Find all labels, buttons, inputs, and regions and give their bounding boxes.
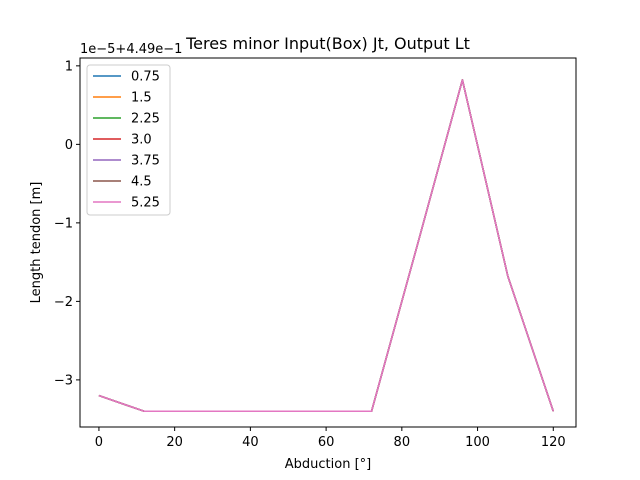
- y-axis: −3 −2 −1 0 1: [54, 59, 80, 388]
- plot-lines: [98, 79, 554, 413]
- x-tick-label: 120: [541, 435, 566, 450]
- y-tick-label: 0: [65, 138, 73, 153]
- x-tick-label: 80: [394, 435, 411, 450]
- legend-label: 0.75: [131, 70, 160, 85]
- legend-label: 2.25: [131, 112, 160, 127]
- y-tick-label: −3: [54, 373, 73, 388]
- y-tick-label: 1: [65, 59, 73, 74]
- legend-label: 3.0: [131, 133, 152, 148]
- x-tick-label: 40: [242, 435, 259, 450]
- legend-label: 1.5: [131, 91, 152, 106]
- series-line-5-25: [98, 79, 554, 413]
- x-axis-label: Abduction [°]: [285, 457, 371, 472]
- x-tick-label: 100: [465, 435, 490, 450]
- legend-label: 4.5: [131, 175, 152, 190]
- y-tick-label: −1: [54, 216, 73, 231]
- chart-title: Teres minor Input(Box) Jt, Output Lt: [185, 34, 470, 53]
- legend-label: 5.25: [131, 196, 160, 211]
- y-offset-label: 1e−5+4.49e−1: [80, 42, 182, 57]
- x-tick-label: 60: [318, 435, 335, 450]
- legend-box: [86, 64, 171, 216]
- legend-label: 3.75: [131, 154, 160, 169]
- x-tick-label: 20: [166, 435, 183, 450]
- legend: 0.75 1.5 2.25 3.0 3.75 4.5 5.25: [86, 64, 171, 216]
- y-axis-label: Length tendon [m]: [29, 182, 44, 304]
- x-tick-label: 0: [95, 435, 103, 450]
- plot-frame: [79, 57, 577, 428]
- x-axis: 0 20 40 60 80 100 120: [95, 427, 566, 450]
- y-tick-label: −2: [54, 295, 73, 310]
